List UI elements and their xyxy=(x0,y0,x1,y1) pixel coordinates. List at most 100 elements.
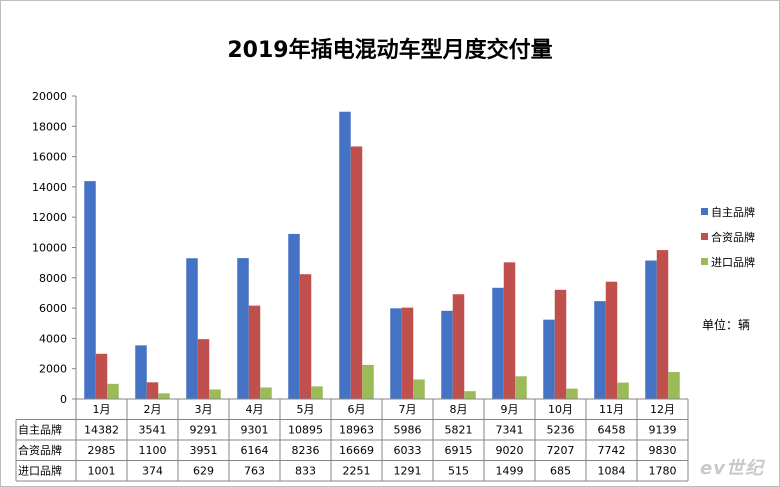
bar-1-9 xyxy=(492,287,504,399)
bar-1-8 xyxy=(441,310,453,399)
bar-2-11 xyxy=(605,281,618,399)
data-label: 374 xyxy=(142,465,163,478)
chart-title: 2019年插电混动车型月度交付量 xyxy=(227,38,553,63)
data-label: 7742 xyxy=(598,444,626,457)
bar-2-4 xyxy=(248,305,261,399)
bar-1-2 xyxy=(135,345,147,399)
data-label: 763 xyxy=(244,465,265,478)
x-tick-label: 7月 xyxy=(399,403,417,416)
legend-swatch xyxy=(701,258,708,265)
bar-3-10 xyxy=(566,388,578,399)
legend-label: 自主品牌 xyxy=(711,205,755,219)
y-tick-label: 8000 xyxy=(39,272,67,285)
bar-2-6 xyxy=(350,146,363,399)
legend-label: 进口品牌 xyxy=(711,255,755,269)
bar-2-10 xyxy=(554,289,567,399)
bar-3-9 xyxy=(515,376,527,399)
x-tick-label: 9月 xyxy=(501,403,519,416)
bar-3-12 xyxy=(668,372,680,399)
unit-label: 单位：辆 xyxy=(702,318,751,332)
x-tick-label: 2月 xyxy=(144,403,162,416)
data-label: 515 xyxy=(448,465,469,478)
x-tick-label: 8月 xyxy=(450,403,468,416)
bar-2-12 xyxy=(656,250,669,399)
data-label: 9291 xyxy=(190,424,218,437)
x-tick-label: 12月 xyxy=(650,403,675,416)
bar-3-8 xyxy=(464,391,476,399)
y-tick-label: 2000 xyxy=(39,363,67,376)
bar-3-6 xyxy=(362,364,374,399)
data-label: 6915 xyxy=(445,444,473,457)
y-tick-label: 18000 xyxy=(32,120,67,133)
bar-3-5 xyxy=(311,386,323,399)
x-tick-label: 3月 xyxy=(195,403,213,416)
bar-1-4 xyxy=(237,258,249,399)
bar-2-2 xyxy=(146,382,159,399)
data-label: 1291 xyxy=(394,465,422,478)
data-label: 6458 xyxy=(598,424,626,437)
bar-2-3 xyxy=(197,339,210,399)
bar-3-7 xyxy=(413,379,425,399)
x-tick-label: 6月 xyxy=(348,403,366,416)
data-label: 18963 xyxy=(339,424,374,437)
data-label: 9020 xyxy=(496,444,524,457)
data-label: 833 xyxy=(295,465,316,478)
x-tick-label: 11月 xyxy=(599,403,624,416)
bar-2-5 xyxy=(299,274,312,399)
bar-1-5 xyxy=(288,233,300,399)
data-label: 2251 xyxy=(343,465,371,478)
data-label: 1100 xyxy=(139,444,167,457)
x-tick-label: 5月 xyxy=(297,403,315,416)
legend-swatch xyxy=(701,208,708,215)
data-label: 2985 xyxy=(88,444,116,457)
bar-1-12 xyxy=(645,260,657,399)
data-label: 8236 xyxy=(292,444,320,457)
data-label: 5821 xyxy=(445,424,473,437)
bar-3-4 xyxy=(260,387,272,399)
bar-2-1 xyxy=(95,353,108,399)
watermark: ev世纪 xyxy=(700,458,764,479)
data-label: 685 xyxy=(550,465,571,478)
y-tick-label: 4000 xyxy=(39,332,67,345)
bar-2-8 xyxy=(452,294,465,399)
data-label: 6033 xyxy=(394,444,422,457)
y-tick-label: 0 xyxy=(60,393,67,406)
bar-2-9 xyxy=(503,262,516,399)
data-label: 9830 xyxy=(649,444,677,457)
data-label: 1499 xyxy=(496,465,524,478)
legend-label: 合资品牌 xyxy=(711,230,755,244)
x-tick-label: 1月 xyxy=(93,403,111,416)
bar-1-1 xyxy=(84,181,96,399)
bar-3-11 xyxy=(617,382,629,399)
table-row-label: 合资品牌 xyxy=(18,443,62,457)
bar-3-2 xyxy=(158,393,170,399)
data-label: 7341 xyxy=(496,424,524,437)
legend-swatch xyxy=(701,233,708,240)
bar-1-6 xyxy=(339,111,351,400)
bar-1-10 xyxy=(543,319,555,399)
data-label: 1001 xyxy=(88,465,116,478)
data-label: 6164 xyxy=(241,444,269,457)
bar-1-3 xyxy=(186,258,198,399)
bar-1-11 xyxy=(594,301,606,399)
y-tick-label: 6000 xyxy=(39,302,67,315)
data-label: 1084 xyxy=(598,465,626,478)
bar-1-7 xyxy=(390,308,402,399)
y-tick-label: 16000 xyxy=(32,151,67,164)
data-label: 5986 xyxy=(394,424,422,437)
data-label: 9139 xyxy=(649,424,677,437)
table-row-label: 自主品牌 xyxy=(18,423,62,437)
data-label: 5236 xyxy=(547,424,575,437)
x-tick-label: 10月 xyxy=(548,403,573,416)
data-label: 3951 xyxy=(190,444,218,457)
data-label: 14382 xyxy=(84,424,119,437)
data-label: 629 xyxy=(193,465,214,478)
x-tick-label: 4月 xyxy=(246,403,264,416)
y-tick-label: 14000 xyxy=(32,181,67,194)
data-label: 9301 xyxy=(241,424,269,437)
bar-2-7 xyxy=(401,307,414,399)
data-label: 7207 xyxy=(547,444,575,457)
bar-3-3 xyxy=(209,389,221,399)
